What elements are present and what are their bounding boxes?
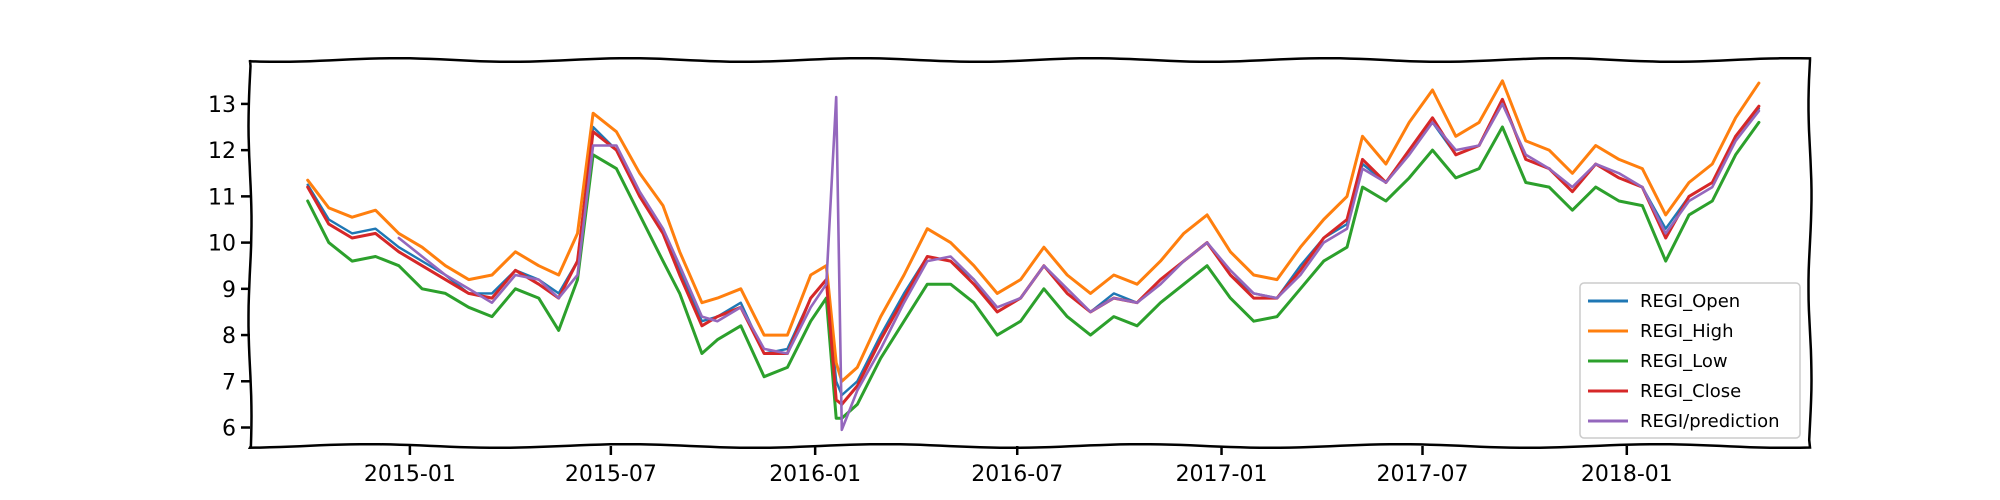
legend-label: REGI_Low — [1640, 351, 1728, 372]
y-tick-label: 10 — [208, 232, 236, 257]
legend-label: REGI/prediction — [1640, 411, 1780, 432]
legend-label: REGI_Open — [1640, 291, 1740, 312]
y-tick-label: 12 — [208, 139, 236, 164]
series-line-regi-high — [306, 79, 1761, 383]
x-tick-label: 2015-07 — [565, 462, 657, 487]
y-tick-label: 7 — [222, 370, 236, 395]
y-tick-label: 11 — [208, 185, 236, 210]
x-tick-label: 2015-01 — [364, 462, 456, 487]
legend-label: REGI_High — [1640, 321, 1734, 342]
x-tick-label: 2016-07 — [971, 462, 1063, 487]
x-tick-label: 2017-01 — [1176, 462, 1268, 487]
legend-box — [1579, 282, 1801, 439]
series-line-regi-prediction — [397, 95, 1761, 432]
plot-frame — [247, 56, 1813, 450]
y-tick-label: 6 — [222, 417, 236, 442]
x-tick-label: 2017-07 — [1377, 462, 1469, 487]
y-tick-label: 8 — [222, 324, 236, 349]
legend: REGI_Open REGI_High REGI_Low REGI_Close REGI… — [1579, 282, 1801, 439]
series-layer — [306, 79, 1761, 432]
y-tick-label: 13 — [208, 93, 236, 118]
series-line-regi-low — [306, 120, 1761, 420]
x-tick-label: 2016-01 — [769, 462, 861, 487]
series-line-regi-close — [306, 97, 1761, 406]
y-tick-label: 9 — [222, 278, 236, 303]
legend-label: REGI_Close — [1640, 381, 1741, 402]
x-tick-label: 2018-01 — [1581, 462, 1673, 487]
series-line-regi-open — [306, 98, 1761, 397]
axis-ticks: 6 7 8 9 10 11 12 13 2015-01 2015-07 2016-01 2016-07… — [208, 93, 1673, 487]
